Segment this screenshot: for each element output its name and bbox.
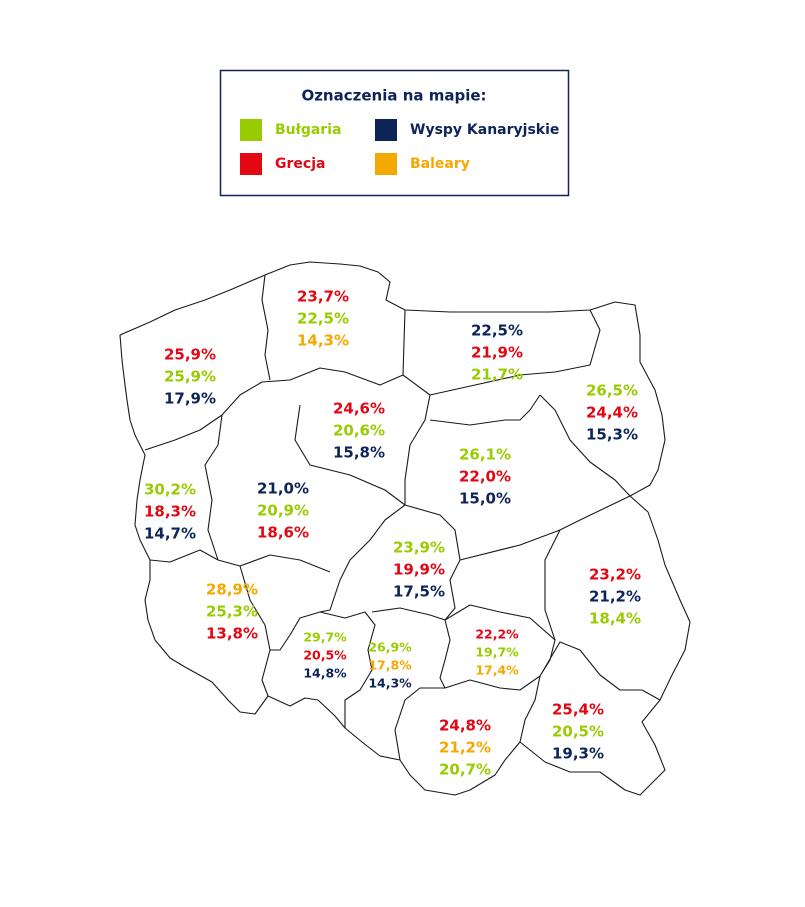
- region-value: 22,2%: [475, 627, 519, 642]
- region-border: [539, 394, 631, 497]
- region-value: 30,2%: [144, 481, 196, 499]
- legend-label: Baleary: [410, 156, 470, 172]
- region-value: 21,2%: [589, 588, 641, 606]
- region-value: 17,8%: [368, 658, 412, 673]
- region-border: [149, 549, 219, 563]
- region-value: 13,8%: [206, 625, 258, 643]
- region-value: 21,7%: [471, 366, 523, 384]
- region-border: [144, 309, 406, 451]
- region-value: 29,7%: [303, 630, 347, 645]
- legend-swatch: [240, 153, 262, 175]
- legend-label: Grecja: [275, 156, 325, 172]
- region-value: 18,6%: [257, 524, 309, 542]
- region-value: 28,9%: [206, 581, 258, 599]
- region-value: 18,3%: [144, 503, 196, 521]
- region-border: [294, 404, 406, 506]
- region-border: [204, 414, 331, 573]
- region-border: [459, 495, 631, 561]
- region-value: 22,5%: [297, 310, 349, 328]
- legend-swatch: [375, 153, 397, 175]
- region-value: 15,8%: [333, 444, 385, 462]
- region-value: 17,9%: [164, 390, 216, 408]
- region-value: 20,6%: [333, 422, 385, 440]
- region-value: 25,3%: [206, 603, 258, 621]
- region-value: 26,5%: [586, 382, 638, 400]
- region-value: 14,8%: [303, 666, 347, 681]
- region-border: [270, 611, 321, 651]
- region-value: 25,4%: [552, 701, 604, 719]
- region-value: 26,9%: [368, 640, 412, 655]
- legend-label: Wyspy Kanaryjskie: [410, 122, 559, 138]
- country-outline: [119, 261, 691, 796]
- region-border: [394, 675, 541, 761]
- region-value: 21,0%: [257, 480, 309, 498]
- legend-swatch: [240, 119, 262, 141]
- region-border: [261, 274, 271, 381]
- region-value: 15,3%: [586, 426, 638, 444]
- region-value: 24,4%: [586, 404, 638, 422]
- region-value: 24,6%: [333, 400, 385, 418]
- region-value: 22,0%: [459, 468, 511, 486]
- region-border: [402, 309, 601, 396]
- region-value: 18,4%: [589, 610, 641, 628]
- region-value: 20,9%: [257, 502, 309, 520]
- region-value: 26,1%: [459, 446, 511, 464]
- region-border: [239, 565, 271, 697]
- region-value: 15,0%: [459, 490, 511, 508]
- region-border: [519, 675, 541, 743]
- region-value: 23,9%: [393, 539, 445, 557]
- region-value: 19,7%: [475, 645, 519, 660]
- legend-title: Oznaczenia na mapie:: [301, 87, 486, 105]
- region-value: 23,2%: [589, 566, 641, 584]
- region-value: 17,4%: [475, 663, 519, 678]
- region-value: 14,3%: [297, 332, 349, 350]
- region-value: 19,9%: [393, 561, 445, 579]
- legend-label: Bułgaria: [275, 122, 341, 138]
- region-value: 20,5%: [303, 648, 347, 663]
- region-value: 23,7%: [297, 288, 349, 306]
- region-border: [319, 611, 376, 728]
- region-value: 25,9%: [164, 368, 216, 386]
- region-border: [319, 394, 431, 613]
- region-value: 19,3%: [552, 745, 604, 763]
- map: [119, 261, 691, 796]
- region-value: 20,7%: [439, 761, 491, 779]
- region-border: [371, 607, 451, 689]
- region-value: 21,9%: [471, 344, 523, 362]
- region-value: 24,8%: [439, 717, 491, 735]
- region-value: 25,9%: [164, 346, 216, 364]
- region-value: 20,5%: [552, 723, 604, 741]
- region-value: 14,3%: [368, 676, 412, 691]
- region-border: [429, 394, 541, 426]
- region-value: 22,5%: [471, 322, 523, 340]
- region-value: 21,2%: [439, 739, 491, 757]
- region-value: 14,7%: [144, 525, 196, 543]
- legend-swatch: [375, 119, 397, 141]
- region-border: [544, 529, 561, 641]
- region-value: 17,5%: [393, 583, 445, 601]
